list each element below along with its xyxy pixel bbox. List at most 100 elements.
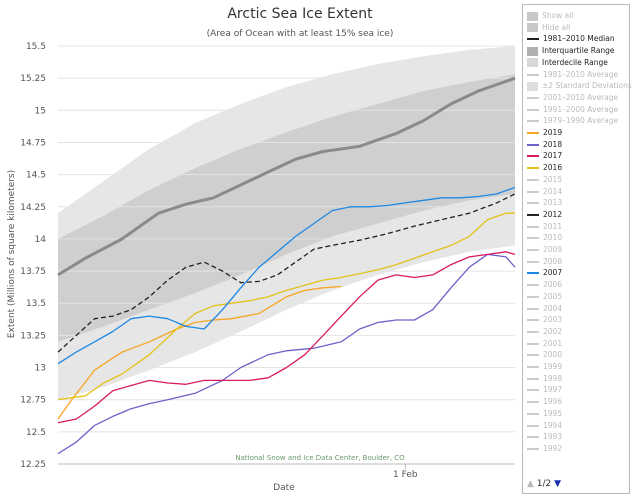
legend-label: Hide all [542,22,571,32]
y-tick-label: 15.25 [20,74,46,84]
legend-item[interactable]: 2011 [527,221,562,233]
x-axis-label: Date [273,483,295,493]
series-line-2018[interactable] [57,253,516,455]
y-tick-label: 14 [35,235,47,245]
legend-label: 2011 [543,221,563,231]
legend-item[interactable]: 1998 [527,373,562,385]
legend-label: 2005 [543,291,563,301]
legend-item[interactable]: 1997 [527,384,562,396]
y-tick-label: 13.75 [20,267,46,277]
chart-subtitle: (Area of Ocean with at least 15% sea ice… [207,29,394,39]
legend-item[interactable]: 2018 [527,139,562,151]
legend-item[interactable]: 2016 [527,162,562,174]
legend-label: ±2 Standard Deviations [542,81,632,91]
legend-label: Show all [542,11,574,20]
legend-swatch [527,272,539,275]
legend-item[interactable]: 1981–2010 Average [527,69,618,81]
legend-item[interactable]: 2008 [527,256,562,268]
legend-item[interactable]: Hide all [527,22,570,34]
legend-item[interactable]: 2012 [527,209,562,221]
legend-swatch [527,307,539,310]
legend-item[interactable]: 1991–2000 Average [527,104,618,116]
triangle-down-icon[interactable]: ▼ [554,479,562,489]
legend-item[interactable]: 2001 [527,338,562,350]
legend-label: 2014 [543,186,563,196]
y-tick-label: 14.75 [20,138,46,148]
legend-item[interactable]: 2001–2010 Average [527,92,618,104]
legend-pager: ▲ 1/2 ▼ [527,479,561,489]
y-tick-label: 12.75 [20,396,46,406]
legend-swatch [527,401,539,404]
legend-item[interactable]: 2014 [527,186,562,198]
legend-swatch [527,424,539,427]
legend-item[interactable]: 2005 [527,291,562,303]
legend-swatch [527,96,539,99]
legend-item[interactable]: Interquartile Range [527,45,615,57]
legend-item[interactable]: 2013 [527,197,562,209]
series-line-2016[interactable] [57,212,515,401]
legend-swatch [527,190,539,193]
legend-label: 1992 [543,443,563,453]
series-line-2019[interactable] [57,285,342,420]
legend-swatch [527,58,538,68]
legend-label: 2012 [543,209,563,219]
legend-item[interactable]: Interdecile Range [527,57,608,69]
legend-item[interactable]: 1994 [527,420,562,432]
legend-label: 2016 [543,163,563,173]
legend-item[interactable]: Show all [527,10,573,22]
y-tick-label: 13.5 [26,299,46,309]
legend-item[interactable]: 1979–1990 Average [527,115,618,127]
y-tick-label: 13.25 [20,331,46,341]
legend-item[interactable]: 2004 [527,303,562,315]
legend-item[interactable]: 2009 [527,244,562,256]
legend-item[interactable]: 1993 [527,431,562,443]
legend-label: 2004 [543,303,563,313]
legend-item[interactable]: 2010 [527,232,562,244]
legend-label: 1996 [543,397,563,407]
legend-label: 1995 [543,408,563,418]
legend-item[interactable]: 2007 [527,267,562,279]
legend-label: 2007 [543,268,563,278]
series-lines [57,76,516,455]
legend-item[interactable]: 1981–2010 Median [527,33,615,45]
legend-item[interactable]: 2017 [527,150,562,162]
legend-label: 2017 [543,151,563,161]
legend-swatch [527,46,538,56]
legend-label: 1999 [543,362,563,371]
legend-item[interactable]: 2002 [527,326,562,338]
series-line-1981-2010-median[interactable] [57,76,516,277]
legend-item[interactable]: 2003 [527,314,562,326]
legend-item[interactable]: 2000 [527,349,562,361]
legend-swatch [527,167,539,170]
legend-item[interactable]: 2015 [527,174,562,186]
y-tick-label: 15.5 [26,42,46,52]
legend-swatch [527,202,539,205]
legend-item[interactable]: 1992 [527,443,562,455]
legend-item[interactable]: 2019 [527,127,562,139]
legend-swatch [527,447,539,450]
legend-label: 2000 [543,350,563,360]
legend-label: 2001–2010 Average [543,92,619,102]
x-axis-ticks: 1 Feb [393,464,418,480]
chart-area: Arctic Sea Ice Extent (Area of Ocean wit… [7,6,516,493]
legend-label: 1993 [543,432,563,442]
legend-item[interactable]: 1996 [527,396,562,408]
triangle-up-icon[interactable]: ▲ [527,479,534,489]
legend-swatch [527,38,539,41]
legend-label: 1994 [543,420,563,430]
legend-item[interactable]: 1995 [527,408,562,420]
legend-label: 2018 [543,139,563,149]
legend-swatch [527,213,539,216]
series-line-2012[interactable] [57,193,516,353]
legend-swatch [527,11,538,21]
series-line-2007[interactable] [57,186,516,365]
range-bands [58,46,515,400]
legend-swatch [527,366,539,368]
series-line-2017[interactable] [57,251,516,424]
legend-label: 1981–2010 Average [543,69,619,79]
legend-label: 2015 [543,174,563,184]
legend-item[interactable]: 2006 [527,279,562,291]
legend-swatch [527,178,539,181]
legend-item[interactable]: ±2 Standard Deviations [527,80,632,92]
legend-item[interactable]: 1999 [527,361,562,373]
